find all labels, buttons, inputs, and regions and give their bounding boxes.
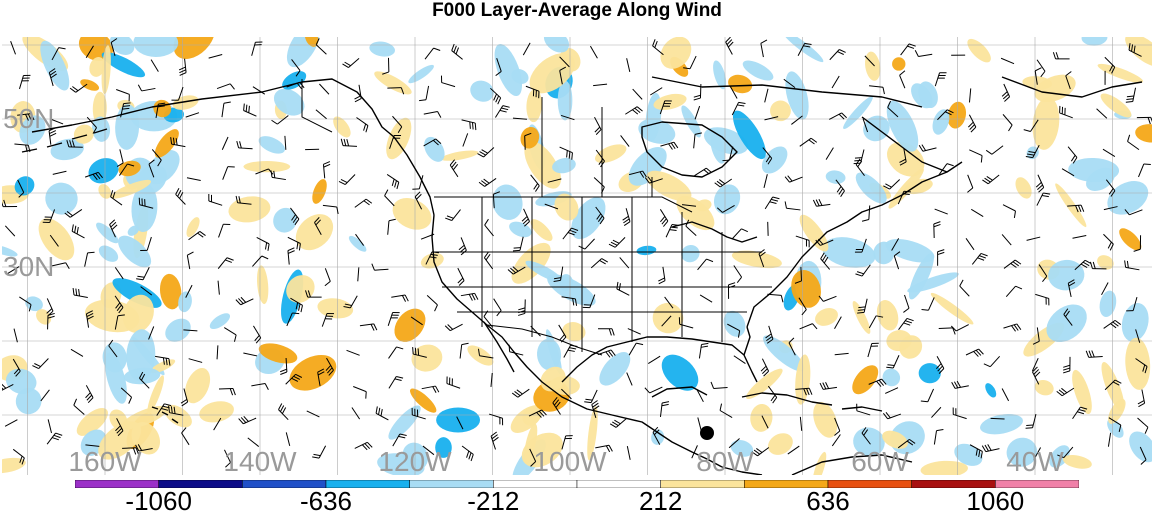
map-canvas [2,37,1152,475]
lon-label: 160W [68,447,141,477]
location-marker [700,426,714,440]
lon-label: 60W [851,447,909,477]
chart-title: F000 Layer-Average Along Wind [0,0,1154,22]
wind-barb [991,418,1005,419]
lon-label: 100W [533,447,606,477]
map-panel [2,37,1152,475]
lon-label: 40W [1006,447,1064,477]
lon-label: 140W [223,447,296,477]
colorbar [75,480,1079,488]
lat-label: 30N [3,252,54,282]
lon-label: 120W [378,447,451,477]
lon-label: 80W [696,447,754,477]
lat-label: 50N [3,104,54,134]
